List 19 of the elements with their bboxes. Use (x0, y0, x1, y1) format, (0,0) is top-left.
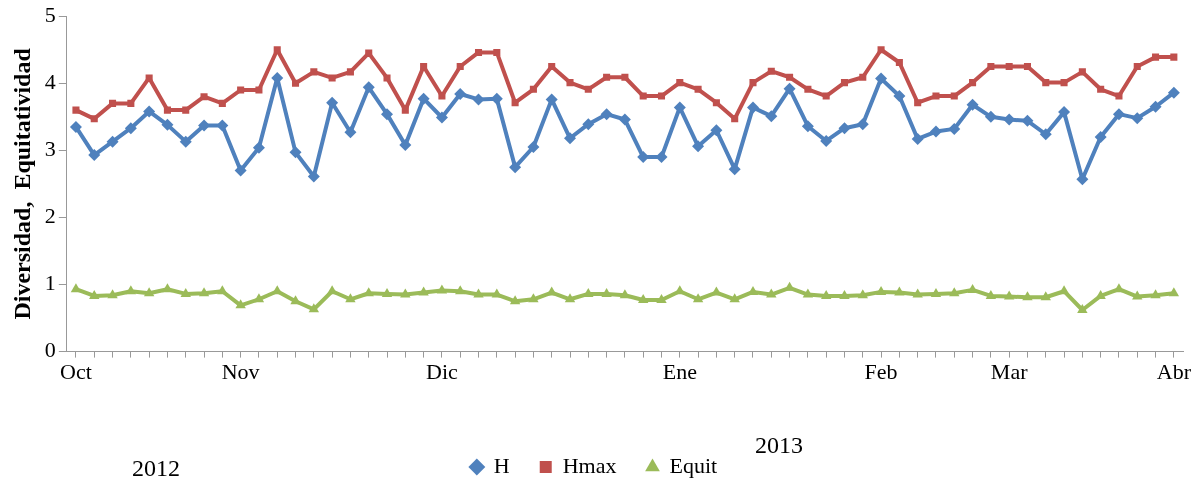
y-tick-label: 5 (44, 1, 56, 27)
text: 2013 (755, 432, 803, 459)
y-axis-title: Diversidad, Equitatividad (8, 47, 35, 320)
y-tick-label: 2 (44, 203, 56, 229)
x-tick-label: Dic (426, 358, 459, 384)
legend-label: Hmax (562, 452, 617, 478)
y-tick-label: 0 (44, 337, 56, 363)
x-tick-label: Nov (221, 358, 260, 384)
y-tick-label: 1 (44, 270, 56, 296)
x-tick-label: Abr (1156, 358, 1192, 384)
legend-label: H (493, 452, 510, 478)
legend-label: Equit (669, 452, 718, 478)
text: 2012 (132, 455, 180, 482)
x-tick-label: Oct (60, 358, 92, 384)
y-tick-label: 4 (44, 69, 56, 95)
y-tick-label: 3 (44, 136, 56, 162)
x-tick-label: Mar (990, 358, 1029, 384)
x-tick-label: Feb (864, 358, 898, 384)
x-tick-label: Ene (662, 358, 697, 384)
